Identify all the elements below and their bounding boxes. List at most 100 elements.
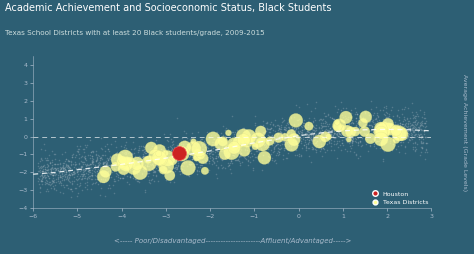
Point	[346, 131, 353, 135]
Point	[352, 140, 359, 144]
Point	[304, 146, 312, 150]
Point	[210, 157, 217, 161]
Point	[123, 146, 130, 150]
Point	[271, 133, 278, 137]
Point	[152, 150, 159, 154]
Point	[158, 157, 165, 161]
Point	[125, 156, 132, 161]
Point	[300, 143, 308, 147]
Point	[412, 114, 420, 118]
Point	[343, 125, 351, 129]
Point	[155, 152, 163, 156]
Point	[203, 157, 210, 161]
Point	[43, 168, 50, 172]
Point	[149, 164, 157, 168]
Point	[236, 142, 244, 146]
Point	[55, 181, 63, 185]
Point	[335, 132, 342, 136]
Point	[196, 145, 204, 149]
Point	[159, 151, 167, 155]
Point	[89, 166, 97, 170]
Point	[334, 145, 342, 149]
Point	[391, 130, 399, 134]
Point	[268, 155, 275, 160]
Point	[218, 139, 225, 143]
Point	[41, 173, 48, 178]
Point	[282, 144, 289, 148]
Point	[74, 191, 82, 195]
Point	[313, 135, 321, 139]
Point	[401, 137, 409, 141]
Point	[213, 172, 220, 177]
Point	[64, 175, 71, 179]
Point	[267, 126, 275, 130]
Point	[258, 142, 266, 147]
Point	[73, 194, 81, 198]
Point	[246, 160, 254, 164]
Point	[188, 157, 196, 161]
Point	[58, 167, 65, 171]
Point	[356, 124, 363, 128]
Point	[173, 166, 181, 170]
Point	[141, 164, 148, 168]
Point	[214, 152, 222, 156]
Point	[233, 133, 240, 137]
Point	[184, 145, 191, 149]
Point	[419, 141, 427, 145]
Point	[297, 123, 305, 128]
Point	[164, 164, 172, 168]
Point	[357, 110, 365, 115]
Point	[385, 120, 392, 124]
Point	[56, 174, 64, 178]
Point	[209, 140, 217, 144]
Point	[393, 133, 401, 137]
Point	[377, 128, 384, 132]
Point	[291, 134, 299, 138]
Point	[350, 150, 358, 154]
Point	[414, 132, 422, 136]
Point	[329, 134, 337, 138]
Point	[102, 161, 109, 165]
Point	[269, 123, 276, 128]
Point	[179, 149, 186, 153]
Point	[246, 131, 253, 135]
Point	[222, 126, 230, 131]
Point	[213, 137, 221, 141]
Point	[281, 140, 288, 144]
Point	[411, 140, 419, 145]
Point	[290, 137, 297, 141]
Point	[365, 123, 373, 127]
Point	[201, 150, 209, 154]
Point	[218, 143, 225, 147]
Point	[170, 145, 178, 149]
Point	[205, 168, 212, 172]
Point	[52, 167, 60, 171]
Point	[62, 165, 69, 169]
Point	[264, 147, 272, 151]
Point	[362, 110, 369, 114]
Point	[289, 132, 296, 136]
Point	[182, 156, 190, 161]
Point	[178, 152, 186, 156]
Point	[130, 165, 137, 169]
Point	[343, 116, 350, 120]
Text: Average Achievement (Grade Levels): Average Achievement (Grade Levels)	[462, 73, 467, 191]
Point	[199, 151, 206, 155]
Point	[230, 146, 238, 150]
Point	[411, 135, 419, 139]
Point	[64, 183, 71, 187]
Point	[334, 107, 342, 111]
Point	[54, 162, 62, 166]
Point	[374, 122, 382, 126]
Point	[159, 162, 167, 166]
Point	[140, 150, 148, 154]
Point	[312, 148, 319, 152]
Point	[49, 179, 57, 183]
Point	[352, 152, 360, 156]
Point	[362, 136, 369, 140]
Point	[419, 135, 426, 139]
Point	[315, 131, 323, 135]
Point	[345, 124, 353, 128]
Point	[48, 149, 56, 153]
Point	[294, 135, 301, 139]
